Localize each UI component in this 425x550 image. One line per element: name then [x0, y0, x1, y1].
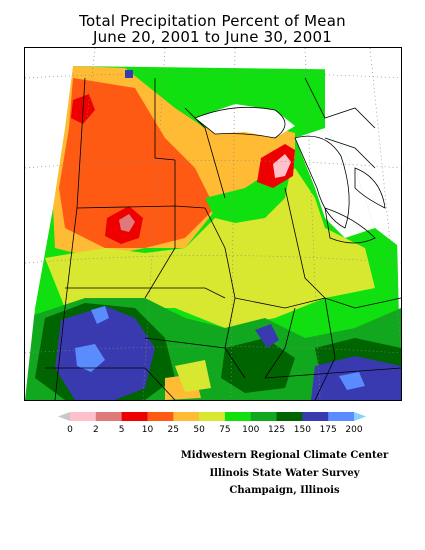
region-yellow-south [175, 360, 211, 392]
legend-swatch [95, 412, 123, 421]
legend-swatch [147, 412, 174, 421]
legend-swatch [250, 412, 278, 421]
legend-tick-label: 125 [267, 425, 286, 435]
legend-tick-label: 5 [118, 425, 125, 435]
region-darkgreen-center [221, 338, 295, 393]
legend-tick-label: 10 [141, 425, 154, 435]
legend-tick-label: 2 [92, 425, 99, 435]
region-lightblue-sw [75, 344, 105, 372]
lake-outlines [194, 106, 386, 244]
legend-tick-label: 200 [345, 425, 363, 435]
legend-tick-label: 100 [242, 425, 260, 435]
northeast-white [325, 68, 401, 248]
coastlines [304, 77, 376, 169]
legend-swatch [173, 412, 200, 421]
mask-left [25, 48, 73, 400]
color-legend: 0 2 5 10 25 50 75 100 125 150 175 200 [0, 405, 425, 445]
legend-arrow-high [354, 412, 366, 421]
region-lightblue-se [339, 372, 365, 390]
legend-swatch [121, 412, 148, 421]
legend-tick-label: 75 [219, 425, 231, 435]
legend-swatch [199, 412, 226, 421]
lake-michigan-region [295, 128, 375, 238]
map-canvas [25, 48, 401, 400]
credit-line-3: Champaign, Illinois [229, 485, 340, 496]
region-lightblue-sw2 [91, 306, 109, 324]
legend-swatch [276, 412, 303, 421]
state-boundaries [45, 77, 401, 400]
region-darkblue-sw [55, 306, 155, 400]
legend-tick-label: 50 [193, 425, 205, 435]
legend-arrow-low [58, 412, 70, 421]
legend-swatch [70, 412, 97, 421]
region-rose-plains [119, 214, 135, 232]
credit-line-2: Illinois State Water Survey [209, 468, 360, 479]
legend-swatch [302, 412, 329, 421]
precipitation-map [24, 47, 402, 401]
legend-bar [58, 412, 366, 421]
map-date-range: June 20, 2001 to June 30, 2001 [92, 28, 333, 46]
map-title: Total Precipitation Percent of Mean [79, 12, 346, 30]
legend-tick-label: 175 [319, 425, 337, 435]
mask-top [25, 48, 401, 68]
region-orangered-plains [59, 78, 215, 248]
legend-swatch [224, 412, 252, 421]
region-pink-michigan [273, 154, 291, 178]
legend-tick-label: 25 [167, 425, 179, 435]
legend-tick-label: 0 [67, 425, 73, 435]
legend-swatch [328, 412, 355, 421]
region-darkblue-center [255, 324, 279, 348]
credit-line-1: Midwestern Regional Climate Center [180, 450, 389, 461]
legend-tick-label: 150 [293, 425, 311, 435]
region-north-green-dot [125, 70, 133, 78]
lake-superior [195, 104, 295, 138]
